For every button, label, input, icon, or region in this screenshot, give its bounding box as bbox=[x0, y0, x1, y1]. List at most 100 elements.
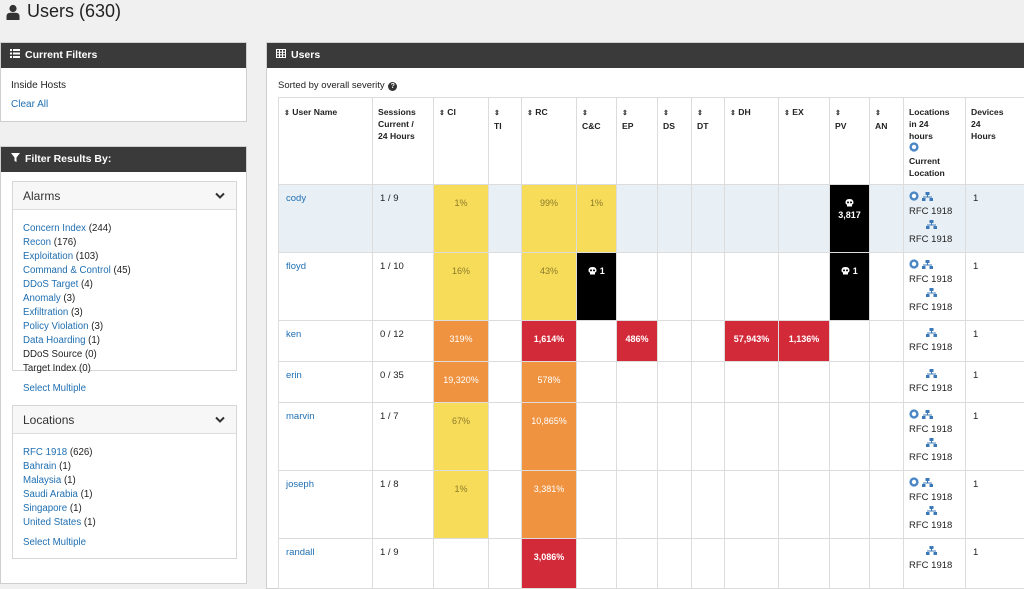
col-an-label: AN bbox=[875, 121, 888, 131]
alarm-filter-item[interactable]: Concern Index (244) bbox=[23, 222, 226, 236]
col-ti[interactable]: ⇕ TI bbox=[488, 97, 522, 185]
user-name-link[interactable]: joseph bbox=[286, 479, 314, 490]
ti-cell bbox=[488, 184, 522, 253]
ep-cell bbox=[616, 402, 658, 471]
alarm-filter-count: (244) bbox=[88, 223, 112, 234]
location-filter-item[interactable]: Malaysia (1) bbox=[23, 474, 226, 488]
alarm-filter-link[interactable]: DDoS Target bbox=[23, 279, 79, 290]
ci-cell[interactable]: 1% bbox=[433, 470, 489, 539]
col-ep[interactable]: ⇕ EP bbox=[616, 97, 658, 185]
pv-cell[interactable]: 1 bbox=[829, 252, 870, 321]
dh-cell bbox=[724, 361, 779, 403]
alarms-accordion-header[interactable]: Alarms bbox=[13, 182, 236, 210]
current-location-icon bbox=[909, 259, 919, 270]
location-filter-link[interactable]: RFC 1918 bbox=[23, 447, 68, 458]
rc-cell[interactable]: 43% bbox=[521, 252, 577, 321]
col-ci-label: CI bbox=[447, 107, 456, 117]
location-filter-count: (1) bbox=[69, 503, 82, 514]
locations-accordion-header[interactable]: Locations bbox=[13, 406, 236, 434]
location-filter-link[interactable]: Singapore bbox=[23, 503, 68, 514]
alarm-filter-link[interactable]: Policy Violation bbox=[23, 321, 89, 332]
sessions-cell: 1 / 10 bbox=[372, 252, 434, 321]
col-dev-l2: 24 bbox=[971, 119, 981, 129]
locations-select-multiple-link[interactable]: Select Multiple bbox=[23, 537, 86, 548]
alarm-filter-link[interactable]: Data Hoarding bbox=[23, 335, 86, 346]
col-ci[interactable]: ⇕ CI bbox=[433, 97, 489, 185]
user-name-link[interactable]: randall bbox=[286, 547, 315, 558]
location-filter-item[interactable]: Singapore (1) bbox=[23, 502, 226, 516]
location-filter-item[interactable]: Bahrain (1) bbox=[23, 460, 226, 474]
alarm-filter-item[interactable]: Command & Control (45) bbox=[23, 264, 226, 278]
alarm-filter-item[interactable]: Recon (176) bbox=[23, 236, 226, 250]
an-cell bbox=[869, 361, 904, 403]
alarm-filter-link[interactable]: Concern Index bbox=[23, 223, 87, 234]
alarms-select-multiple-link[interactable]: Select Multiple bbox=[23, 383, 86, 394]
network-icon bbox=[926, 327, 937, 337]
alarm-filter-link[interactable]: Exfiltration bbox=[23, 307, 69, 318]
col-dt[interactable]: ⇕ DT bbox=[691, 97, 725, 185]
ci-cell[interactable]: 67% bbox=[433, 402, 489, 471]
user-name-link[interactable]: erin bbox=[286, 370, 302, 381]
help-icon[interactable]: ? bbox=[388, 82, 398, 91]
network-icon bbox=[926, 219, 937, 229]
col-user-name[interactable]: ⇕ User Name bbox=[278, 97, 373, 185]
rc-cell[interactable]: 10,865% bbox=[521, 402, 577, 471]
rc-cell[interactable]: 99% bbox=[521, 184, 577, 253]
ci-cell[interactable]: 319% bbox=[433, 320, 489, 362]
page-title: Users (630) bbox=[27, 1, 122, 21]
ep-cell[interactable]: 486% bbox=[616, 320, 658, 362]
rc-value: 1,614% bbox=[533, 334, 565, 344]
location-filter-link[interactable]: Malaysia bbox=[23, 475, 62, 486]
rc-cell[interactable]: 1,614% bbox=[521, 320, 577, 362]
col-pv[interactable]: ⇕ PV bbox=[829, 97, 870, 185]
sort-icon: ⇕ bbox=[439, 110, 445, 117]
cc-cell[interactable]: 1 bbox=[576, 252, 617, 321]
ex-cell[interactable]: 1,136% bbox=[778, 320, 830, 362]
col-an[interactable]: ⇕ AN bbox=[869, 97, 904, 185]
location-filter-item[interactable]: United States (1) bbox=[23, 516, 226, 530]
alarm-filter-item[interactable]: Data Hoarding (1) bbox=[23, 334, 226, 348]
cc-cell[interactable]: 1% bbox=[576, 184, 617, 253]
location-filter-item[interactable]: Saudi Arabia (1) bbox=[23, 488, 226, 502]
network-icon bbox=[926, 505, 937, 515]
alarm-filter-item[interactable]: Policy Violation (3) bbox=[23, 320, 226, 334]
col-ex[interactable]: ⇕ EX bbox=[778, 97, 830, 185]
users-table-body: cody 1 / 9 1% 99% 1% 3,817 RFC 1918 RFC 1918 1 fl… bbox=[278, 184, 1024, 589]
alarm-filter-item[interactable]: DDoS Target (4) bbox=[23, 278, 226, 292]
ci-cell[interactable]: 1% bbox=[433, 184, 489, 253]
alarm-filter-link[interactable]: Exploitation bbox=[23, 251, 74, 262]
rc-cell[interactable]: 3,086% bbox=[521, 538, 577, 589]
pv-cell[interactable]: 3,817 bbox=[829, 184, 870, 253]
an-cell bbox=[869, 402, 904, 471]
user-name-link[interactable]: marvin bbox=[286, 411, 315, 422]
location-filter-count: (1) bbox=[63, 475, 76, 486]
an-cell bbox=[869, 184, 904, 253]
alarm-filter-link[interactable]: Recon bbox=[23, 237, 52, 248]
alarm-filter-item[interactable]: Anomaly (3) bbox=[23, 292, 226, 306]
rc-cell[interactable]: 3,381% bbox=[521, 470, 577, 539]
alarm-filter-link[interactable]: Command & Control bbox=[23, 265, 111, 276]
col-rc[interactable]: ⇕ RC bbox=[521, 97, 577, 185]
user-name-link[interactable]: cody bbox=[286, 193, 307, 204]
alarm-filter-item[interactable]: Exfiltration (3) bbox=[23, 306, 226, 320]
user-name-link[interactable]: floyd bbox=[286, 261, 307, 272]
user-name-link[interactable]: ken bbox=[286, 329, 302, 340]
alarm-filter-item[interactable]: Exploitation (103) bbox=[23, 250, 226, 264]
an-cell bbox=[869, 252, 904, 321]
location-filter-link[interactable]: Bahrain bbox=[23, 461, 57, 472]
sessions-cell: 0 / 12 bbox=[372, 320, 434, 362]
dh-cell[interactable]: 57,943% bbox=[724, 320, 779, 362]
ci-cell[interactable]: 19,320% bbox=[433, 361, 489, 403]
col-dh[interactable]: ⇕ DH bbox=[724, 97, 779, 185]
location-filter-link[interactable]: Saudi Arabia bbox=[23, 489, 78, 500]
location-filter-link[interactable]: United States bbox=[23, 517, 82, 528]
location-filter-item[interactable]: RFC 1918 (626) bbox=[23, 446, 226, 460]
ci-value: 67% bbox=[451, 416, 470, 426]
col-cc[interactable]: ⇕ C&C bbox=[576, 97, 617, 185]
alarm-filter-link[interactable]: Anomaly bbox=[23, 293, 61, 304]
clear-all-link[interactable]: Clear All bbox=[11, 99, 49, 110]
col-loc-l3: hours bbox=[909, 131, 933, 141]
col-ds[interactable]: ⇕ DS bbox=[657, 97, 692, 185]
ci-cell[interactable]: 16% bbox=[433, 252, 489, 321]
rc-cell[interactable]: 578% bbox=[521, 361, 577, 403]
